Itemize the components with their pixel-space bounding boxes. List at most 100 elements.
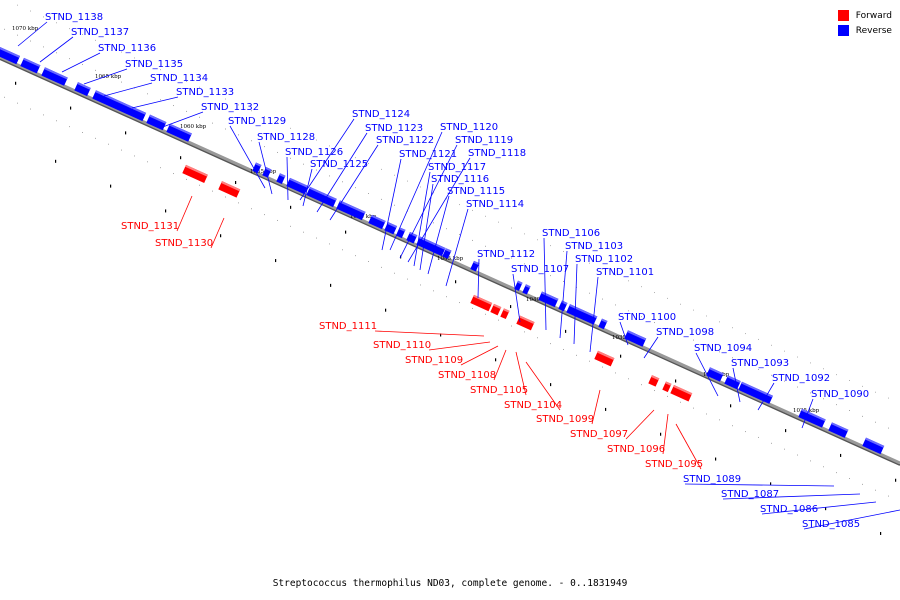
track-dot (875, 421, 876, 423)
track-dot (615, 274, 616, 276)
gene-bar-highlight (265, 166, 272, 172)
gene-bar (336, 200, 366, 221)
gene-label-stnd_1135: STND_1135 (125, 59, 183, 70)
track-dot (290, 157, 291, 159)
track-dot (628, 378, 629, 380)
track-dot (797, 356, 798, 358)
track-dot (628, 310, 629, 312)
reverse-gene-glyph (252, 162, 262, 174)
legend-item-forward: Forward (837, 8, 892, 23)
gene-bar-highlight (185, 164, 208, 177)
track-dot (485, 313, 486, 315)
gene-bar (862, 437, 885, 455)
axis-tick (715, 457, 717, 461)
reverse-gene-glyph (92, 90, 147, 122)
reverse-gene-glyph (738, 381, 773, 404)
gene-label-stnd_1131: STND_1131 (121, 221, 179, 232)
track-dot (537, 269, 538, 271)
reverse-gene-glyph (396, 227, 406, 239)
track-dot (745, 363, 746, 365)
track-dot (303, 231, 304, 233)
gene-label-stnd_1119: STND_1119 (455, 135, 513, 146)
gene-bar-highlight (95, 90, 147, 115)
reverse-gene-glyph (74, 82, 91, 97)
gene-bar (74, 82, 91, 97)
gene-label-stnd_1130: STND_1130 (155, 238, 213, 249)
track-dot (472, 239, 473, 241)
track-dot (849, 477, 850, 479)
track-dot (641, 384, 642, 386)
track-dot (563, 280, 564, 282)
track-dot (160, 99, 161, 101)
axis-tick (125, 131, 127, 135)
track-dot (30, 108, 31, 110)
gene-bar-highlight (493, 303, 502, 309)
track-dot (784, 350, 785, 352)
gene-label-stnd_1124: STND_1124 (352, 109, 410, 120)
reverse-gene-glyph (320, 193, 337, 208)
leader-line (61, 52, 101, 73)
gene-bar (594, 350, 615, 367)
gene-label-stnd_1109: STND_1109 (405, 355, 463, 366)
gene-bar-highlight (339, 200, 366, 214)
gene-bar-highlight (651, 375, 660, 381)
leader-line (407, 157, 471, 263)
gene-bar-highlight (44, 67, 68, 80)
gene-bar-highlight (525, 284, 531, 289)
track-dot (446, 228, 447, 230)
track-dot (732, 327, 733, 329)
gene-label-stnd_1137: STND_1137 (71, 27, 129, 38)
axis-tick (675, 379, 677, 383)
reverse-gene-glyph (706, 367, 724, 382)
gene-bar (286, 177, 309, 195)
track-dot (628, 280, 629, 282)
gene-bar-highlight (801, 408, 826, 422)
track-dot (368, 193, 369, 195)
track-dot (550, 275, 551, 277)
gene-bar-highlight (601, 318, 608, 323)
reverse-swatch (837, 25, 849, 36)
track-dot (199, 184, 200, 186)
track-dot (706, 345, 707, 347)
gene-label-stnd_1092: STND_1092 (772, 373, 830, 384)
track-dot (238, 134, 239, 136)
track-dot (771, 374, 772, 376)
gene-bar-highlight (503, 308, 510, 313)
reverse-gene-glyph (624, 330, 647, 347)
gene-label-stnd_1120: STND_1120 (440, 122, 498, 133)
leader-line (493, 349, 507, 381)
track-dot (329, 175, 330, 177)
forward-swatch (837, 10, 849, 21)
gene-bar-highlight (221, 181, 241, 192)
track-dot (95, 69, 96, 71)
gene-bar-highlight (665, 381, 672, 386)
forward-gene-glyph (470, 294, 493, 312)
leader-line (176, 195, 193, 232)
axis-tick (220, 234, 222, 238)
axis-tick (385, 308, 387, 312)
leader-line (39, 36, 74, 63)
gene-bar (706, 367, 724, 382)
track-dot (498, 251, 499, 253)
legend-item-reverse: Reverse (837, 23, 892, 38)
gene-label-stnd_1086: STND_1086 (760, 504, 818, 515)
track-dot (225, 98, 226, 100)
track-dot (862, 415, 863, 417)
track-dot (147, 93, 148, 95)
gene-label-stnd_1126: STND_1126 (285, 147, 343, 158)
track-dot (433, 222, 434, 224)
axis-shadow (0, 58, 900, 466)
track-dot (654, 322, 655, 324)
track-dot (173, 105, 174, 107)
leader-line (316, 132, 368, 213)
gene-bar-highlight (77, 82, 91, 90)
leader-line (573, 263, 578, 345)
track-dot (186, 110, 187, 112)
track-dot (329, 145, 330, 147)
reverse-gene-glyph (286, 177, 309, 195)
track-dot (771, 344, 772, 346)
track-dot (290, 127, 291, 129)
scale-label: 1070 kbp (12, 26, 39, 32)
track-dot (238, 202, 239, 204)
gene-bar-highlight (399, 227, 406, 232)
